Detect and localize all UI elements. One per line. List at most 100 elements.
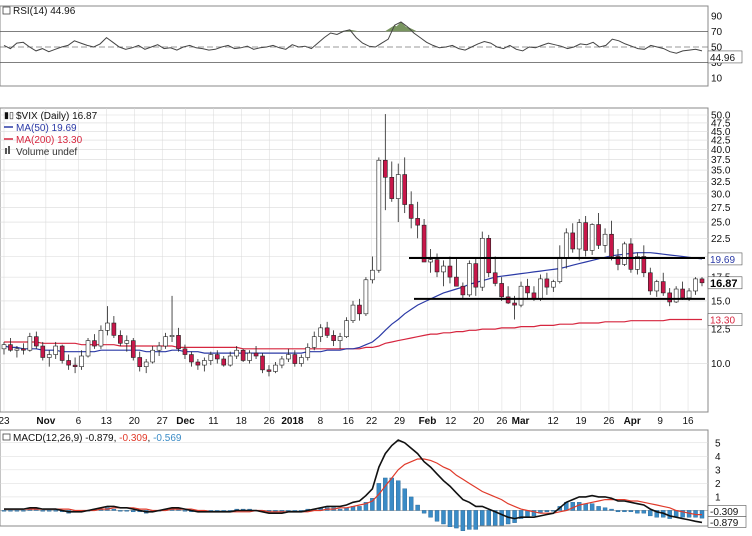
candle — [279, 356, 285, 369]
candle — [492, 256, 498, 287]
candle — [357, 298, 362, 321]
macd-value-label: -0.879 — [710, 518, 739, 529]
candle — [66, 354, 71, 370]
rsi-tick-label: 90 — [711, 11, 723, 22]
macd-current-labels: -0.309 -0.879 — [707, 505, 747, 529]
candle-body — [298, 357, 304, 364]
price-legend: ▮▯ $VIX (Daily) 16.87 MA(50) 19.69 MA(20… — [4, 110, 98, 158]
macd-value-box — [707, 516, 747, 528]
x-axis-label: Apr — [624, 416, 641, 427]
macd-panel-frame — [0, 429, 709, 527]
candle-body — [27, 336, 33, 351]
candle-body — [253, 352, 259, 357]
candle-body — [344, 320, 349, 337]
x-axis-label: 16 — [682, 416, 694, 427]
candle — [660, 272, 666, 296]
candle-body — [357, 304, 362, 315]
candle-body — [557, 257, 563, 282]
candle — [609, 220, 614, 261]
x-axis-label: Feb — [419, 416, 437, 427]
macd-histogram-bar — [402, 488, 407, 511]
candle-body — [408, 204, 414, 219]
macd-histogram-bar — [357, 506, 362, 511]
candle — [156, 341, 162, 357]
legend-ma200: MA(200) 13.30 — [16, 135, 83, 146]
price-gridlines — [0, 108, 708, 412]
candle-body — [72, 364, 78, 367]
candle-body — [460, 285, 466, 296]
candle-body — [260, 355, 265, 371]
ma50-value-label: 19.69 — [710, 255, 735, 266]
candle — [150, 346, 155, 364]
x-axis-label: 12 — [445, 416, 457, 427]
candle — [59, 344, 65, 364]
rsi-tick-label: 50 — [711, 43, 723, 54]
candle-body — [227, 355, 233, 366]
candle — [518, 281, 524, 308]
candle-body — [589, 224, 595, 251]
candle — [654, 279, 660, 297]
macd-histogram-bar — [512, 510, 517, 523]
candle-body — [234, 349, 239, 357]
candle — [576, 218, 582, 261]
price-panel-frame — [0, 107, 709, 413]
macd-histogram-bar — [577, 502, 582, 511]
x-axis-label: 20 — [473, 416, 485, 427]
candle-body — [428, 259, 433, 263]
macd-histogram-bar — [492, 510, 498, 526]
macd-line — [4, 439, 703, 524]
price-tick-label: 25.0 — [711, 218, 731, 229]
candle-body — [221, 358, 227, 366]
candle — [214, 350, 220, 364]
candle-body — [654, 281, 660, 292]
macd-axis-ticks: 5 4 3 2 1 — [715, 438, 721, 503]
candle — [189, 351, 194, 367]
candle — [195, 358, 201, 370]
x-axis-label: 26 — [264, 416, 276, 427]
macd-legend-icon — [2, 433, 11, 441]
macd-histogram-bar — [589, 503, 595, 511]
candle-body — [583, 222, 588, 251]
candle — [130, 337, 136, 361]
x-axis-label: 12 — [548, 416, 560, 427]
macd-histogram-bar — [648, 510, 653, 517]
macd-histogram-bar — [480, 510, 485, 526]
x-axis-label: 6 — [76, 416, 82, 427]
candle — [305, 343, 311, 361]
macd-histogram-bar — [622, 510, 627, 513]
macd-tick-label: 4 — [715, 452, 721, 463]
candle — [208, 351, 214, 366]
candle-body — [376, 159, 382, 271]
x-axis-labels: 23 Nov 6 13 20 27 Dec 11 18 26 2018 8 16 22 29 Feb 12 20 2… — [0, 416, 694, 427]
candle — [486, 234, 492, 278]
price-tick-label: 42.5 — [711, 136, 731, 147]
x-axis-label: 29 — [394, 416, 406, 427]
macd-histogram-bar — [182, 510, 188, 512]
candle — [240, 348, 246, 363]
x-axis-label: 13 — [101, 416, 113, 427]
macd-histogram-bar — [473, 510, 478, 530]
candle-body — [324, 327, 330, 336]
candle — [525, 278, 530, 298]
support-resistance-lines — [409, 257, 705, 300]
macd-histogram-bar — [467, 510, 472, 530]
macd-histogram-bar — [40, 510, 45, 512]
candle — [1, 341, 7, 355]
candle — [137, 351, 143, 372]
candle — [124, 335, 130, 352]
candle — [292, 350, 298, 367]
candle-body — [247, 352, 252, 361]
price-tick-label: 50.0 — [711, 111, 731, 122]
x-axis-label: Nov — [36, 416, 55, 427]
price-tick-label: 27.5 — [711, 203, 731, 214]
x-axis-label: 26 — [496, 416, 508, 427]
macd-histogram-bar — [53, 510, 58, 512]
candle-body — [1, 344, 7, 350]
candle — [583, 215, 588, 257]
candle-body — [641, 256, 647, 274]
macd-histogram-bar — [370, 498, 375, 511]
x-axis-label: Dec — [176, 416, 195, 427]
ma200-value-box — [707, 313, 743, 326]
rsi-legend: RSI(14) 44.96 — [2, 6, 76, 17]
x-axis-label: 23 — [0, 416, 10, 427]
